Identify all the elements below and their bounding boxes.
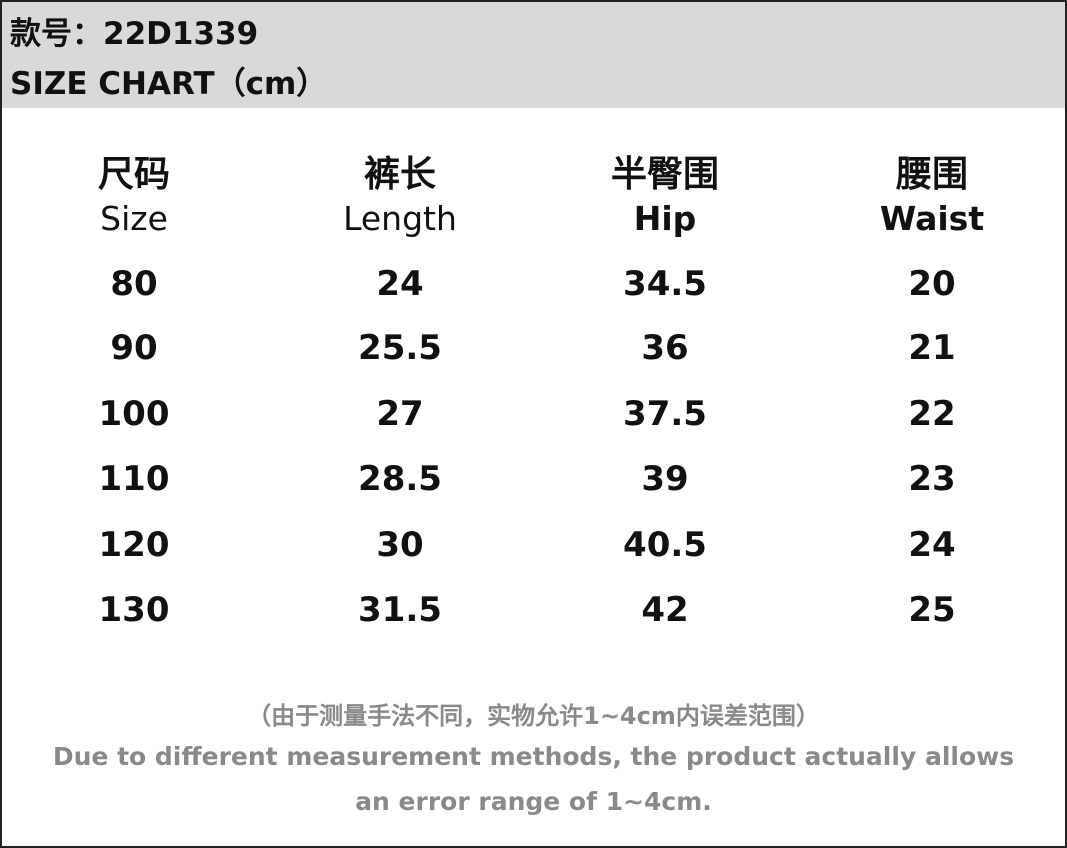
table-cell: 120 xyxy=(98,525,170,565)
column-header-en: Size xyxy=(100,199,168,238)
column-header-zh: 裤长 xyxy=(363,154,436,195)
table-cell: 80 xyxy=(110,264,158,304)
table-cell: 22 xyxy=(908,394,956,434)
note-zh: （由于测量手法不同，实物允许1~4cm内误差范围） xyxy=(247,702,820,730)
table-cell: 42 xyxy=(641,590,689,630)
column-header-en: Hip xyxy=(633,199,697,238)
table-cell: 20 xyxy=(908,264,956,304)
table-cell: 28.5 xyxy=(358,459,442,499)
table-cell: 27 xyxy=(376,394,424,434)
table-cell: 34.5 xyxy=(623,264,707,304)
table-cell: 24 xyxy=(908,525,956,565)
chart-title: SIZE CHART（cm） xyxy=(10,66,328,102)
table-cell: 110 xyxy=(98,459,170,499)
table-cell: 23 xyxy=(908,459,956,499)
note-en: Due to different measurement methods, th… xyxy=(52,742,1015,771)
table-cell: 21 xyxy=(908,328,956,368)
header-band: 款号：22D1339 SIZE CHART（cm） xyxy=(2,2,1065,108)
table-cell: 90 xyxy=(110,328,158,368)
table-cell: 40.5 xyxy=(623,525,707,565)
table-cell: 25.5 xyxy=(358,328,442,368)
table-cell: 37.5 xyxy=(623,394,707,434)
table-cell: 130 xyxy=(98,590,170,630)
note-en: an error range of 1~4cm. xyxy=(355,787,712,816)
table-cell: 100 xyxy=(98,394,170,434)
column-header-en: Length xyxy=(343,199,457,238)
table-cell: 36 xyxy=(641,328,689,368)
model-number: 款号：22D1339 xyxy=(10,16,259,52)
table-cell: 30 xyxy=(376,525,424,565)
table-cell: 25 xyxy=(908,590,956,630)
column-header-zh: 尺码 xyxy=(97,154,170,195)
table-cell: 31.5 xyxy=(358,590,442,630)
column-header-zh: 腰围 xyxy=(895,154,968,195)
table-cell: 24 xyxy=(376,264,424,304)
column-header-en: Waist xyxy=(879,199,985,238)
table-cell: 39 xyxy=(641,459,689,499)
column-header-zh: 半臀围 xyxy=(610,154,719,195)
